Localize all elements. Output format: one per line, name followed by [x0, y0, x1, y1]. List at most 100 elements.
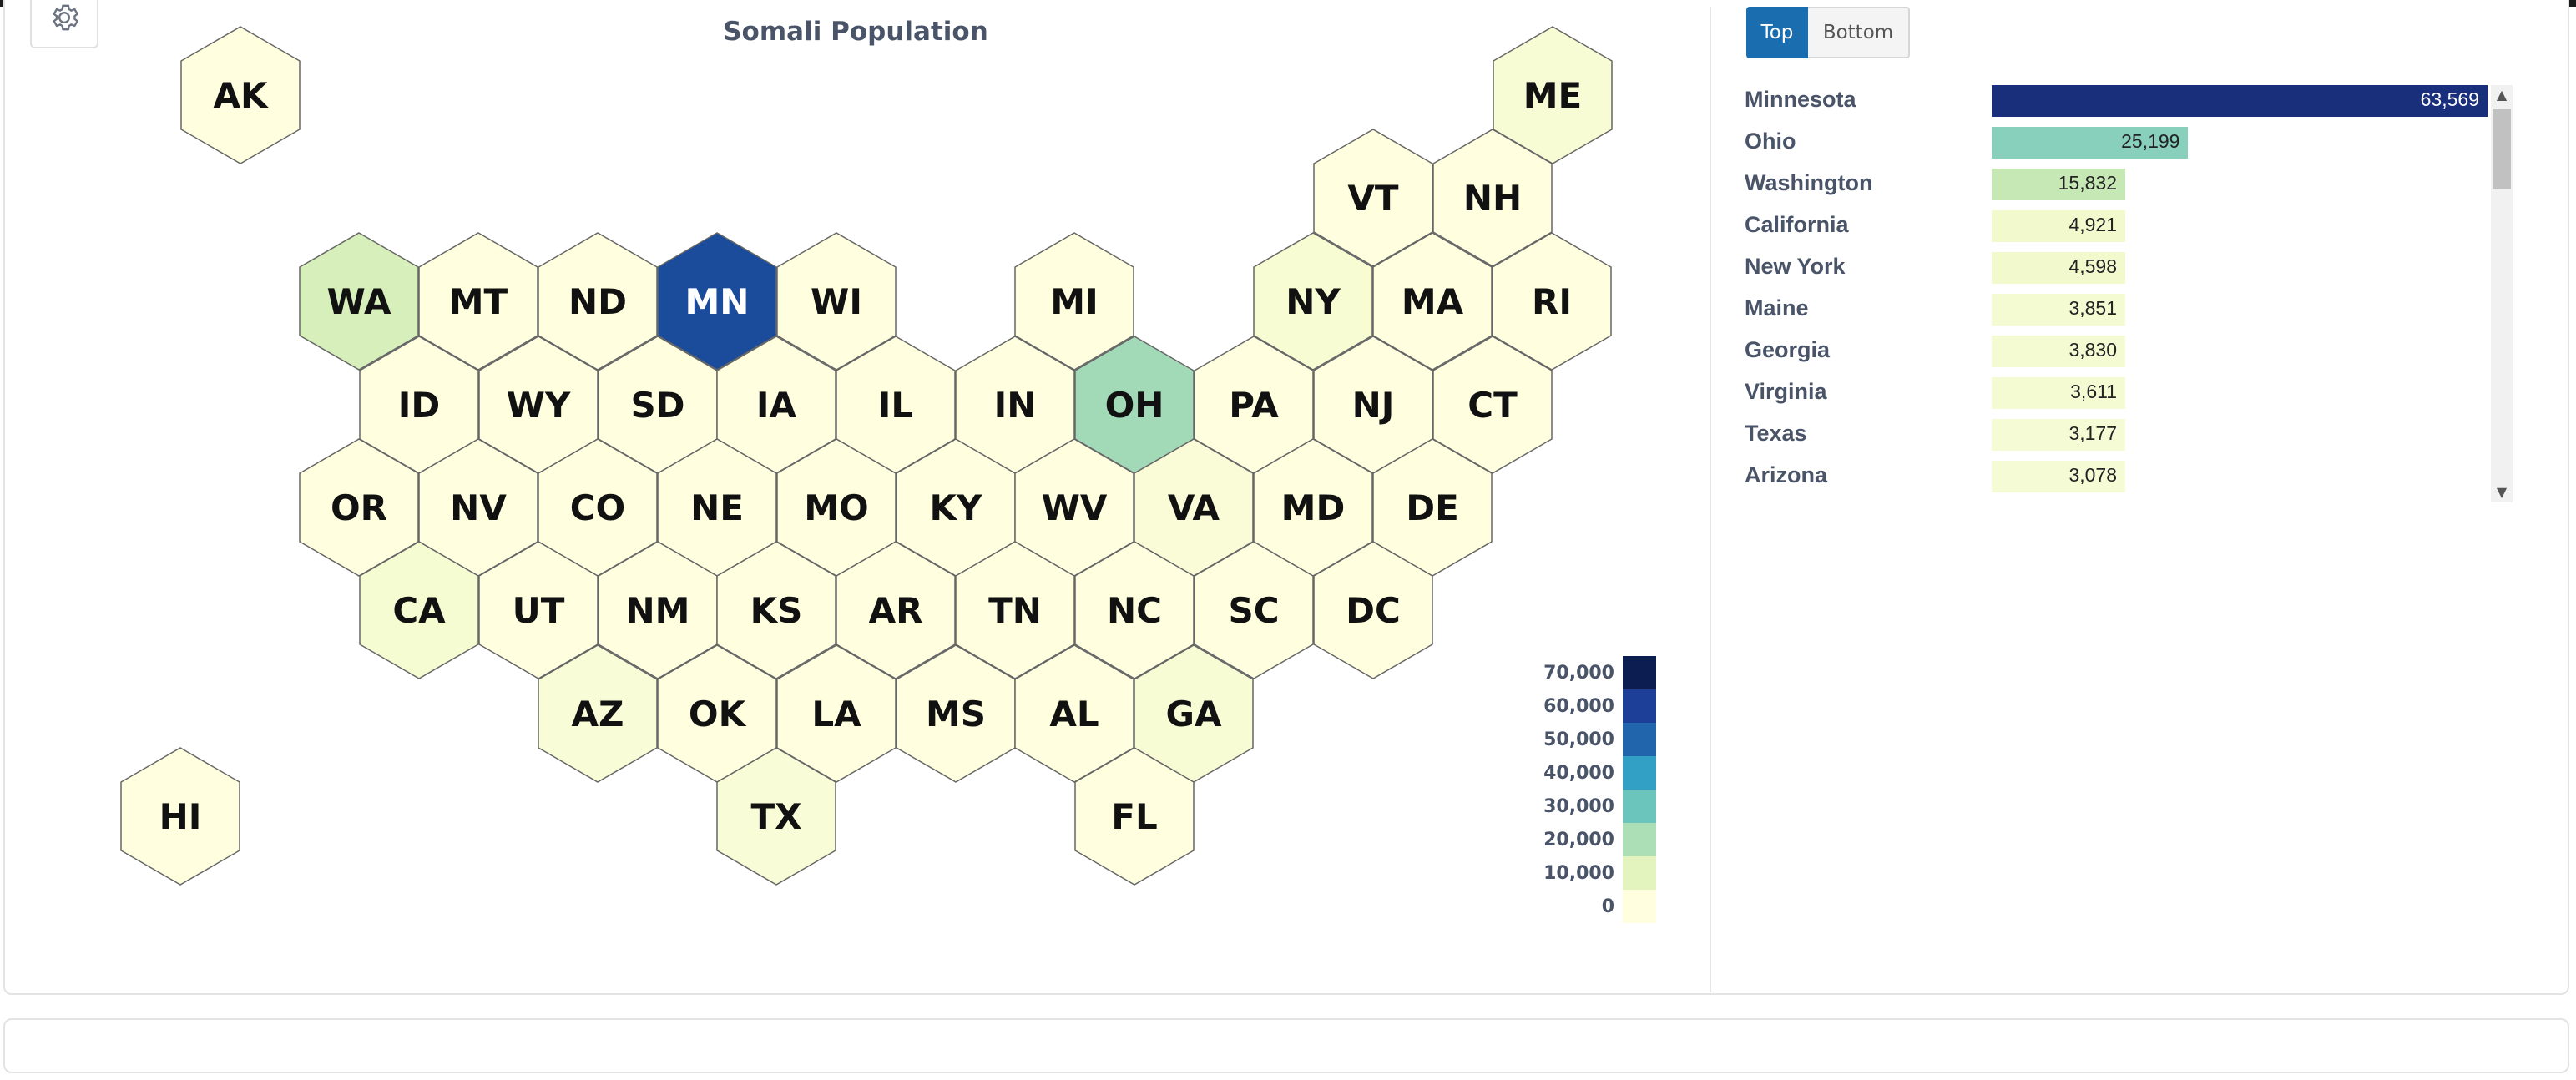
- state-hex-shape[interactable]: [538, 644, 658, 783]
- state-hex-shape[interactable]: [299, 438, 419, 577]
- state-hex-shape[interactable]: [716, 747, 836, 886]
- ranking-row[interactable]: Ohio 25,199: [1745, 125, 2496, 159]
- ranking-row[interactable]: Arizona 3,078: [1745, 459, 2496, 492]
- state-hex-me[interactable]: ME: [1493, 26, 1613, 164]
- state-hex-shape[interactable]: [716, 541, 836, 679]
- ranking-row[interactable]: Minnesota 63,569: [1745, 83, 2496, 117]
- state-hex-shape[interactable]: [120, 747, 240, 886]
- state-hex-dc[interactable]: DC: [1313, 541, 1433, 679]
- state-hex-shape[interactable]: [1014, 644, 1134, 783]
- state-hex-oh[interactable]: OH: [1074, 336, 1195, 474]
- state-hex-va[interactable]: VA: [1134, 438, 1254, 577]
- state-hex-shape[interactable]: [1372, 232, 1493, 371]
- state-hex-shape[interactable]: [776, 232, 897, 371]
- state-hex-shape[interactable]: [1253, 232, 1373, 371]
- state-hex-shape[interactable]: [538, 232, 658, 371]
- ranking-row[interactable]: New York 4,598: [1745, 250, 2496, 284]
- state-hex-or[interactable]: OR: [299, 438, 419, 577]
- state-hex-shape[interactable]: [478, 541, 599, 679]
- ranking-state-name: California: [1745, 212, 1849, 237]
- state-hex-mi[interactable]: MI: [1014, 232, 1134, 371]
- ranking-state-name: Virginia: [1745, 379, 1827, 404]
- state-hex-shape[interactable]: [776, 644, 897, 783]
- state-hex-ak[interactable]: AK: [180, 26, 301, 164]
- state-hex-fl[interactable]: FL: [1074, 747, 1195, 886]
- state-label: WA: [327, 281, 391, 322]
- ranking-row[interactable]: Virginia 3,611: [1745, 376, 2496, 409]
- state-hex-wi[interactable]: WI: [776, 232, 897, 371]
- state-hex-id[interactable]: ID: [359, 336, 479, 474]
- state-hex-la[interactable]: LA: [776, 644, 897, 783]
- state-hex-ut[interactable]: UT: [478, 541, 599, 679]
- state-hex-in[interactable]: IN: [955, 336, 1075, 474]
- state-hex-md[interactable]: MD: [1253, 438, 1373, 577]
- state-hex-ks[interactable]: KS: [716, 541, 836, 679]
- state-hex-nc[interactable]: NC: [1074, 541, 1195, 679]
- state-hex-shape[interactable]: [359, 541, 479, 679]
- state-hex-vt[interactable]: VT: [1313, 129, 1433, 267]
- state-hex-shape[interactable]: [1313, 541, 1433, 679]
- settings-button[interactable]: [30, 0, 98, 48]
- state-hex-shape[interactable]: [1493, 26, 1613, 164]
- state-hex-al[interactable]: AL: [1014, 644, 1134, 783]
- state-hex-de[interactable]: DE: [1372, 438, 1493, 577]
- state-hex-shape[interactable]: [1492, 232, 1612, 371]
- state-hex-co[interactable]: CO: [538, 438, 658, 577]
- state-hex-tx[interactable]: TX: [716, 747, 836, 886]
- ranking-row[interactable]: Texas 3,177: [1745, 417, 2496, 451]
- state-hex-ne[interactable]: NE: [657, 438, 777, 577]
- state-hex-shape[interactable]: [836, 541, 956, 679]
- state-hex-nm[interactable]: NM: [598, 541, 718, 679]
- state-hex-shape[interactable]: [1074, 747, 1195, 886]
- state-hex-pa[interactable]: PA: [1194, 336, 1314, 474]
- state-hex-tn[interactable]: TN: [955, 541, 1075, 679]
- state-hex-ri[interactable]: RI: [1492, 232, 1612, 371]
- ranking-row[interactable]: Maine 3,851: [1745, 292, 2496, 326]
- state-hex-shape[interactable]: [180, 26, 301, 164]
- state-hex-mo[interactable]: MO: [776, 438, 897, 577]
- state-hex-shape[interactable]: [418, 232, 538, 371]
- state-hex-sc[interactable]: SC: [1194, 541, 1314, 679]
- state-hex-ga[interactable]: GA: [1134, 644, 1254, 783]
- state-hex-ca[interactable]: CA: [359, 541, 479, 679]
- state-hex-nh[interactable]: NH: [1432, 129, 1553, 267]
- state-hex-shape[interactable]: [1313, 129, 1433, 267]
- state-hex-ma[interactable]: MA: [1372, 232, 1493, 371]
- ranking-row[interactable]: Georgia 3,830: [1745, 334, 2496, 367]
- state-label: SD: [630, 385, 684, 426]
- state-hex-sd[interactable]: SD: [598, 336, 718, 474]
- state-hex-shape[interactable]: [1194, 541, 1314, 679]
- scroll-down-arrow-icon[interactable]: ▼: [2496, 484, 2508, 500]
- state-hex-mt[interactable]: MT: [418, 232, 538, 371]
- state-hex-wv[interactable]: WV: [1014, 438, 1134, 577]
- ranking-row[interactable]: California 4,921: [1745, 209, 2496, 242]
- ranking-bar: [1992, 377, 2125, 409]
- ranking-scrollbar[interactable]: ▲ ▼: [2491, 85, 2513, 502]
- state-hex-ar[interactable]: AR: [836, 541, 956, 679]
- state-hex-shape[interactable]: [657, 232, 777, 371]
- state-hex-nd[interactable]: ND: [538, 232, 658, 371]
- ranking-bar: [1992, 252, 2125, 284]
- state-hex-shape[interactable]: [1432, 336, 1553, 474]
- state-hex-shape[interactable]: [299, 232, 419, 371]
- scroll-up-arrow-icon[interactable]: ▲: [2496, 87, 2508, 103]
- state-hex-shape[interactable]: [955, 541, 1075, 679]
- top-toggle-button[interactable]: Top: [1746, 7, 1808, 58]
- state-hex-shape[interactable]: [1014, 232, 1134, 371]
- state-hex-az[interactable]: AZ: [538, 644, 658, 783]
- scrollbar-thumb[interactable]: [2493, 109, 2511, 189]
- state-hex-shape[interactable]: [1074, 541, 1195, 679]
- state-hex-wa[interactable]: WA: [299, 232, 419, 371]
- state-hex-il[interactable]: IL: [836, 336, 956, 474]
- state-hex-ny[interactable]: NY: [1253, 232, 1373, 371]
- ranking-row[interactable]: Washington 15,832: [1745, 167, 2496, 200]
- state-label: WY: [507, 385, 571, 426]
- state-label: OR: [331, 487, 387, 528]
- state-hex-mn[interactable]: MN: [657, 232, 777, 371]
- state-hex-shape[interactable]: [1432, 129, 1553, 267]
- state-hex-ct[interactable]: CT: [1432, 336, 1553, 474]
- bottom-toggle-button[interactable]: Bottom: [1808, 7, 1910, 58]
- state-label: TN: [988, 590, 1042, 631]
- state-hex-hi[interactable]: HI: [120, 747, 240, 886]
- state-label: AK: [213, 75, 269, 116]
